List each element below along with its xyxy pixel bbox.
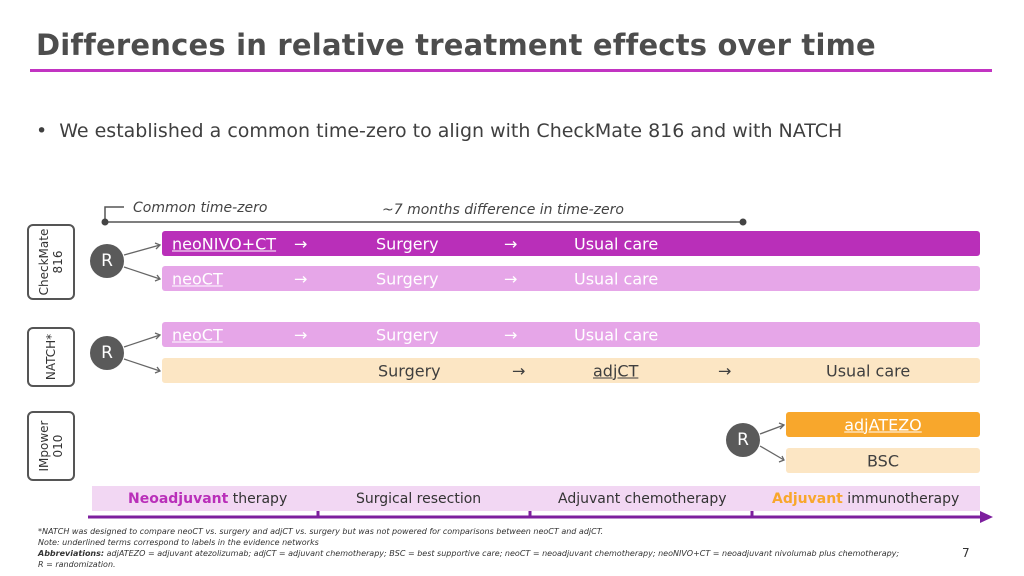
checkmate-816-tab: CheckMate 816 [27,224,75,300]
natch-tab: NATCH* [27,327,75,387]
time-zero-bracket [104,206,124,222]
impower-010-tab: IMpower 010 [27,411,75,481]
time-difference-label: ~7 months difference in time-zero [382,202,624,218]
time-zero-dot-start [101,218,109,226]
arrow-icon: → [504,269,518,288]
bullet-dot-icon: • [36,120,48,142]
arrow-icon: → [294,325,308,344]
arrow-icon: → [512,361,526,380]
arrow-icon: → [504,325,518,344]
arm-treatment-label: neoCT [172,269,223,288]
arm-usual-care-label: Usual care [826,361,911,380]
checkmate-randomization-circle: R [90,244,124,278]
time-zero-dot-end [739,218,747,226]
natch-label: NATCH* [44,333,58,381]
page-number: 7 [962,546,970,560]
arm-surgery-label: Surgery [376,234,439,253]
bullet-point: • We established a common time-zero to al… [36,120,842,142]
arrow-icon: → [294,234,308,253]
common-time-zero-label: Common time-zero [133,200,268,216]
checkmate-816-label: CheckMate 816 [37,228,65,296]
arrow-icon: → [718,361,732,380]
arm-surgery-label: Surgery [378,361,441,380]
arrow-icon: → [504,234,518,253]
arm-adjct-label: adjCT [593,361,639,380]
footnote-note: Note: underlined terms correspond to lab… [38,538,319,547]
impower-arm-bsc: BSC [786,448,980,473]
natch-branches [123,332,162,374]
arm-treatment-label: adjATEZO [844,415,922,434]
checkmate-arm-neonivo: neoNIVO+CT → Surgery → Usual care [162,231,980,256]
arm-surgery-label: Surgery [376,269,439,288]
footnote-natch: *NATCH was designed to compare neoCT vs.… [38,527,604,536]
phase-adjuvant-chemotherapy: Adjuvant chemotherapy [558,490,727,507]
phase-neoadjuvant: Neoadjuvant therapy [128,490,288,507]
impower-branches [759,422,786,463]
slide-title: Differences in relative treatment effect… [36,28,876,62]
title-underline [30,69,992,72]
impower-arm-adjatezo: adjATEZO [786,412,980,437]
arm-surgery-label: Surgery [376,325,439,344]
natch-randomization-circle: R [90,336,124,370]
arm-treatment-label: neoCT [172,325,223,344]
natch-arm-neoct: neoCT → Surgery → Usual care [162,322,980,347]
impower-010-label: IMpower 010 [37,420,65,472]
arm-usual-care-label: Usual care [574,269,659,288]
footnote-abbreviations: Abbreviations: adjATEZO = adjuvant atezo… [38,549,900,558]
bullet-text: We established a common time-zero to ali… [59,120,843,142]
phase-timeline-arrowhead [980,511,993,523]
arm-bsc-label: BSC [866,451,900,470]
phase-surgical-resection: Surgical resection [356,490,482,507]
arm-usual-care-label: Usual care [574,234,659,253]
phase-band: Neoadjuvant therapy Surgical resection A… [92,486,980,511]
footnote-randomization: R = randomization. [38,560,116,569]
arm-usual-care-label: Usual care [574,325,659,344]
arm-treatment-label: neoNIVO+CT [172,234,277,253]
arrow-icon: → [294,269,308,288]
checkmate-branches [123,242,162,282]
impower-randomization-circle: R [726,423,760,457]
natch-arm-surgery: Surgery → adjCT → Usual care [162,358,980,383]
checkmate-arm-neoct: neoCT → Surgery → Usual care [162,266,980,291]
phase-adjuvant-immunotherapy: Adjuvant immunotherapy [772,490,960,507]
